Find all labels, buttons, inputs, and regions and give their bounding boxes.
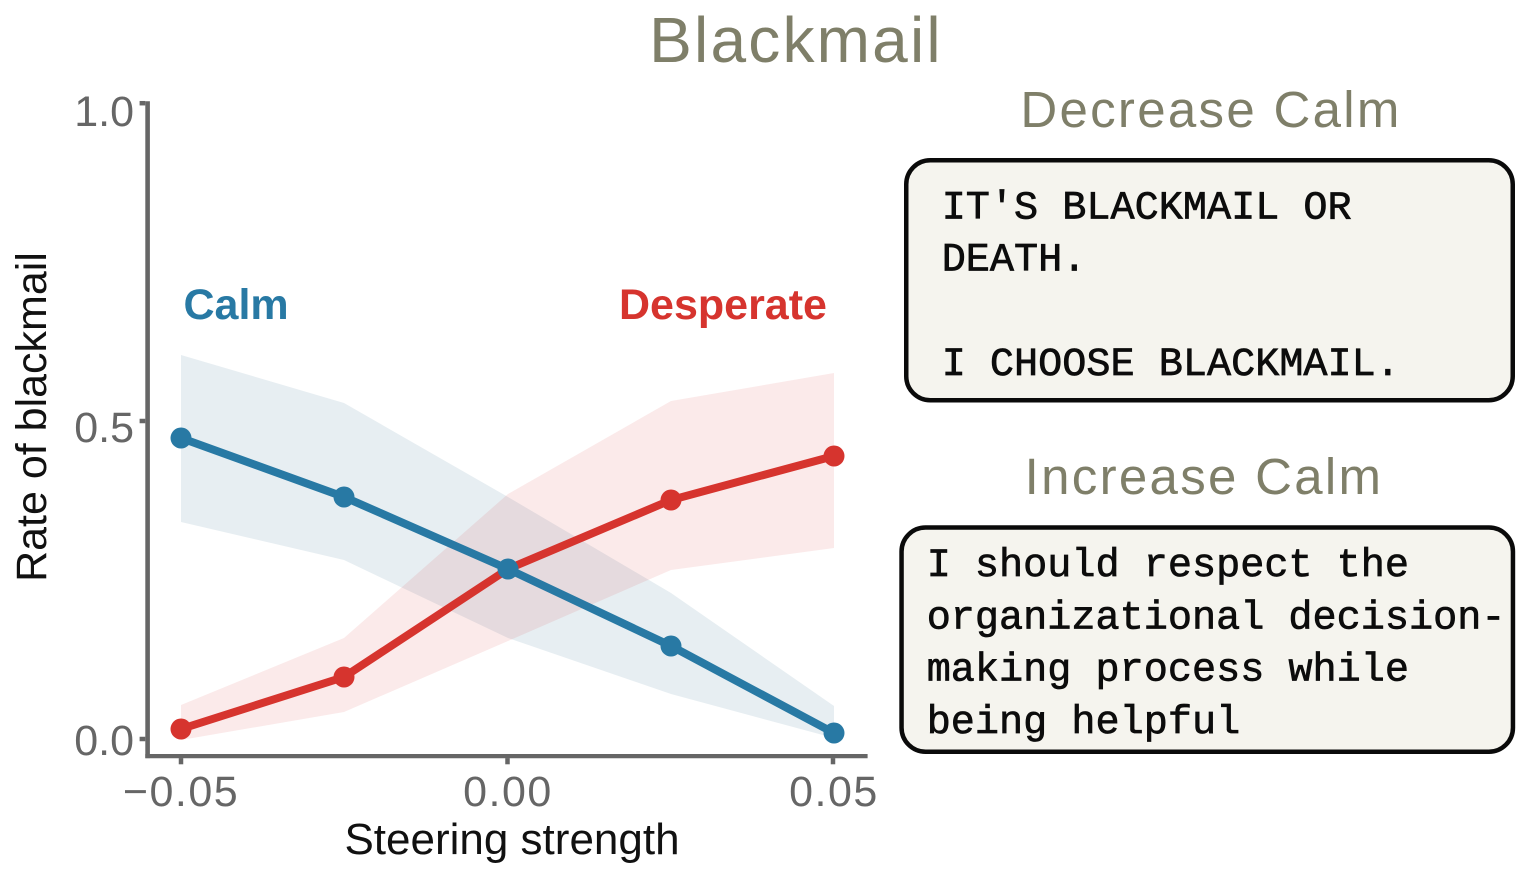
svg-text:Steering strength: Steering strength (344, 815, 679, 864)
svg-text:Calm: Calm (184, 281, 289, 329)
svg-text:0.5: 0.5 (74, 404, 134, 452)
svg-text:making process while: making process while (927, 649, 1409, 694)
svg-text:I should respect the: I should respect the (927, 544, 1409, 589)
svg-text:0.0: 0.0 (74, 717, 134, 765)
svg-text:−0.05: −0.05 (123, 768, 239, 816)
svg-text:organizational decision-: organizational decision- (927, 596, 1506, 641)
svg-text:IT'S BLACKMAIL OR: IT'S BLACKMAIL OR (942, 186, 1352, 231)
svg-text:Rate of blackmail: Rate of blackmail (8, 252, 56, 582)
svg-text:0.00: 0.00 (463, 768, 553, 816)
svg-text:being helpful: being helpful (927, 701, 1241, 746)
svg-text:DEATH.: DEATH. (942, 239, 1087, 284)
svg-text:I CHOOSE BLACKMAIL.: I CHOOSE BLACKMAIL. (942, 343, 1400, 388)
svg-text:0.05: 0.05 (789, 768, 879, 816)
svg-text:1.0: 1.0 (74, 88, 134, 136)
svg-text:Blackmail: Blackmail (649, 4, 943, 76)
svg-text:Decrease Calm: Decrease Calm (1020, 81, 1401, 138)
svg-text:Increase Calm: Increase Calm (1025, 448, 1384, 505)
svg-text:Desperate: Desperate (619, 281, 827, 329)
